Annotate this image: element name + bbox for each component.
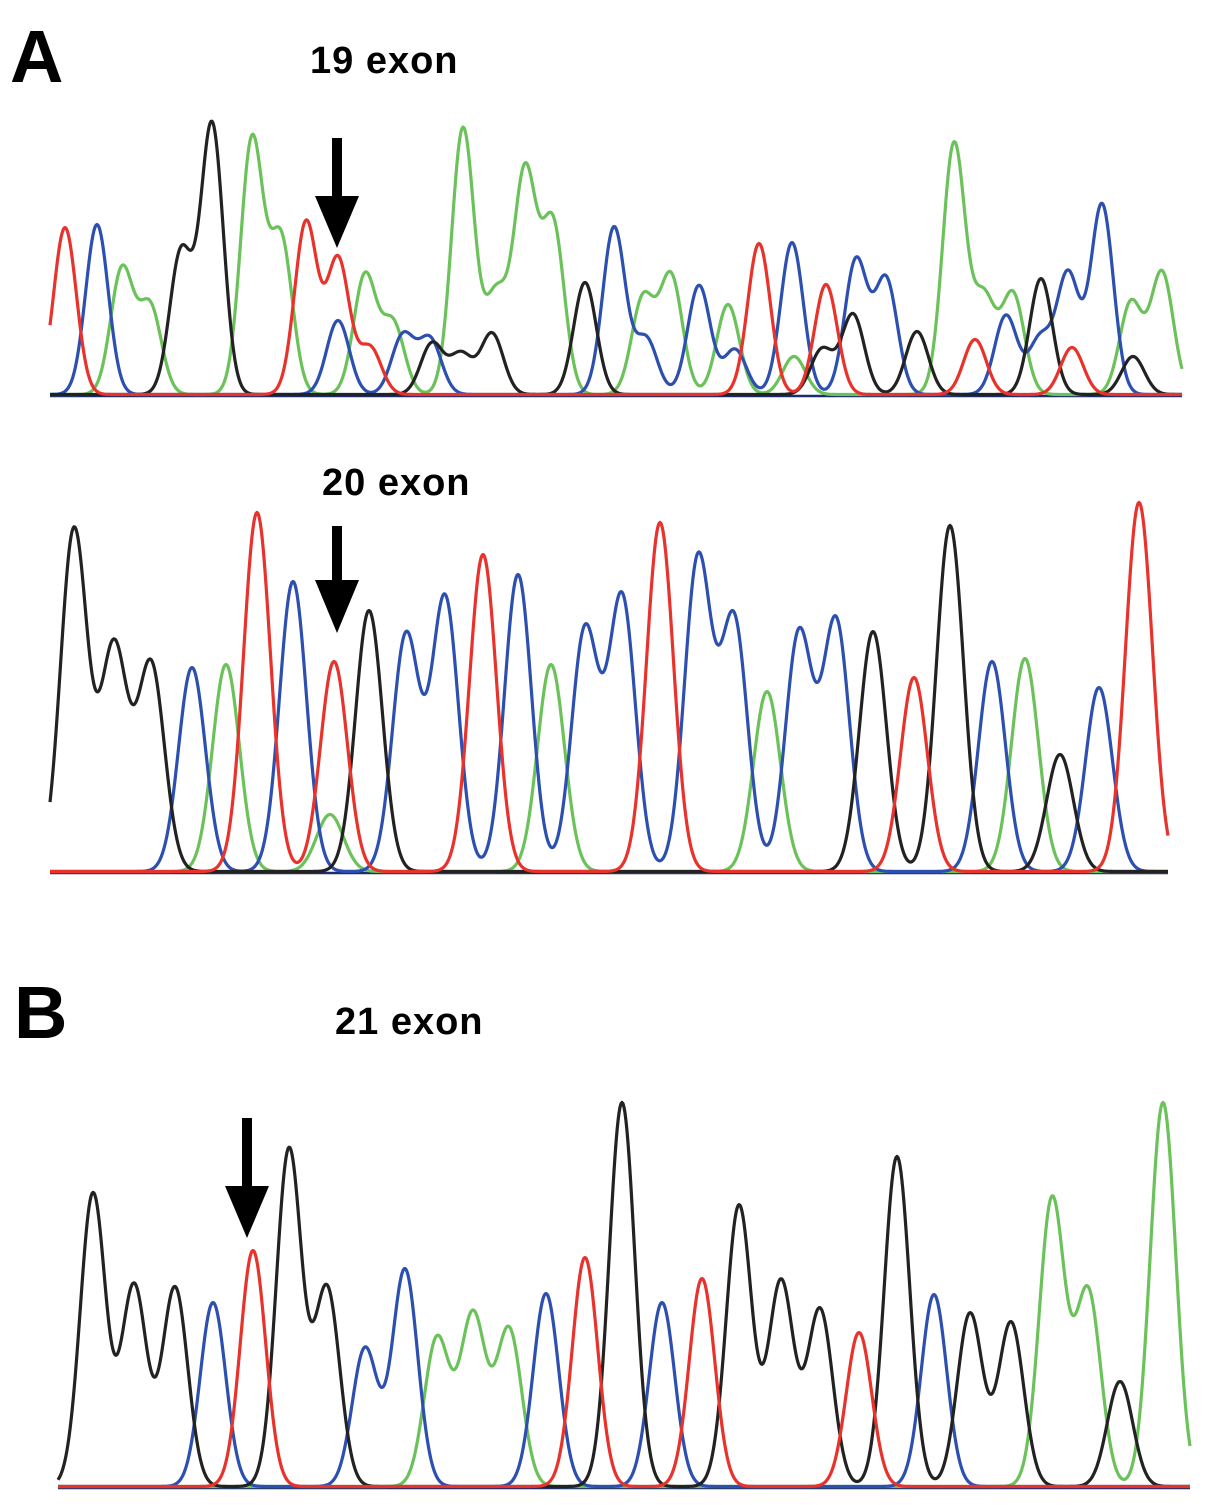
panel-title-20-exon: 20 exon <box>322 462 471 504</box>
arrow-indicator-19-exon <box>315 138 359 248</box>
trace-red <box>49 500 1170 874</box>
trace-red <box>57 1248 1191 1489</box>
panel-letter-b: B <box>14 971 68 1054</box>
panel-title-19-exon: 19 exon <box>310 40 459 82</box>
panel-letter-a: A <box>10 15 64 98</box>
panel-title-21-exon: 21 exon <box>335 1001 484 1043</box>
trace-panel-1 <box>48 119 1184 398</box>
trace-panel-3 <box>56 1100 1192 1490</box>
trace-blue <box>49 201 1183 397</box>
trace-green <box>49 125 1184 397</box>
trace-red <box>48 218 1183 397</box>
arrow-indicator-21-exon <box>225 1118 269 1238</box>
trace-panel-2 <box>48 500 1170 875</box>
trace-black <box>56 1100 1191 1489</box>
trace-black <box>49 119 1183 397</box>
arrow-indicator-20-exon <box>315 526 359 633</box>
trace-green <box>57 1100 1192 1489</box>
